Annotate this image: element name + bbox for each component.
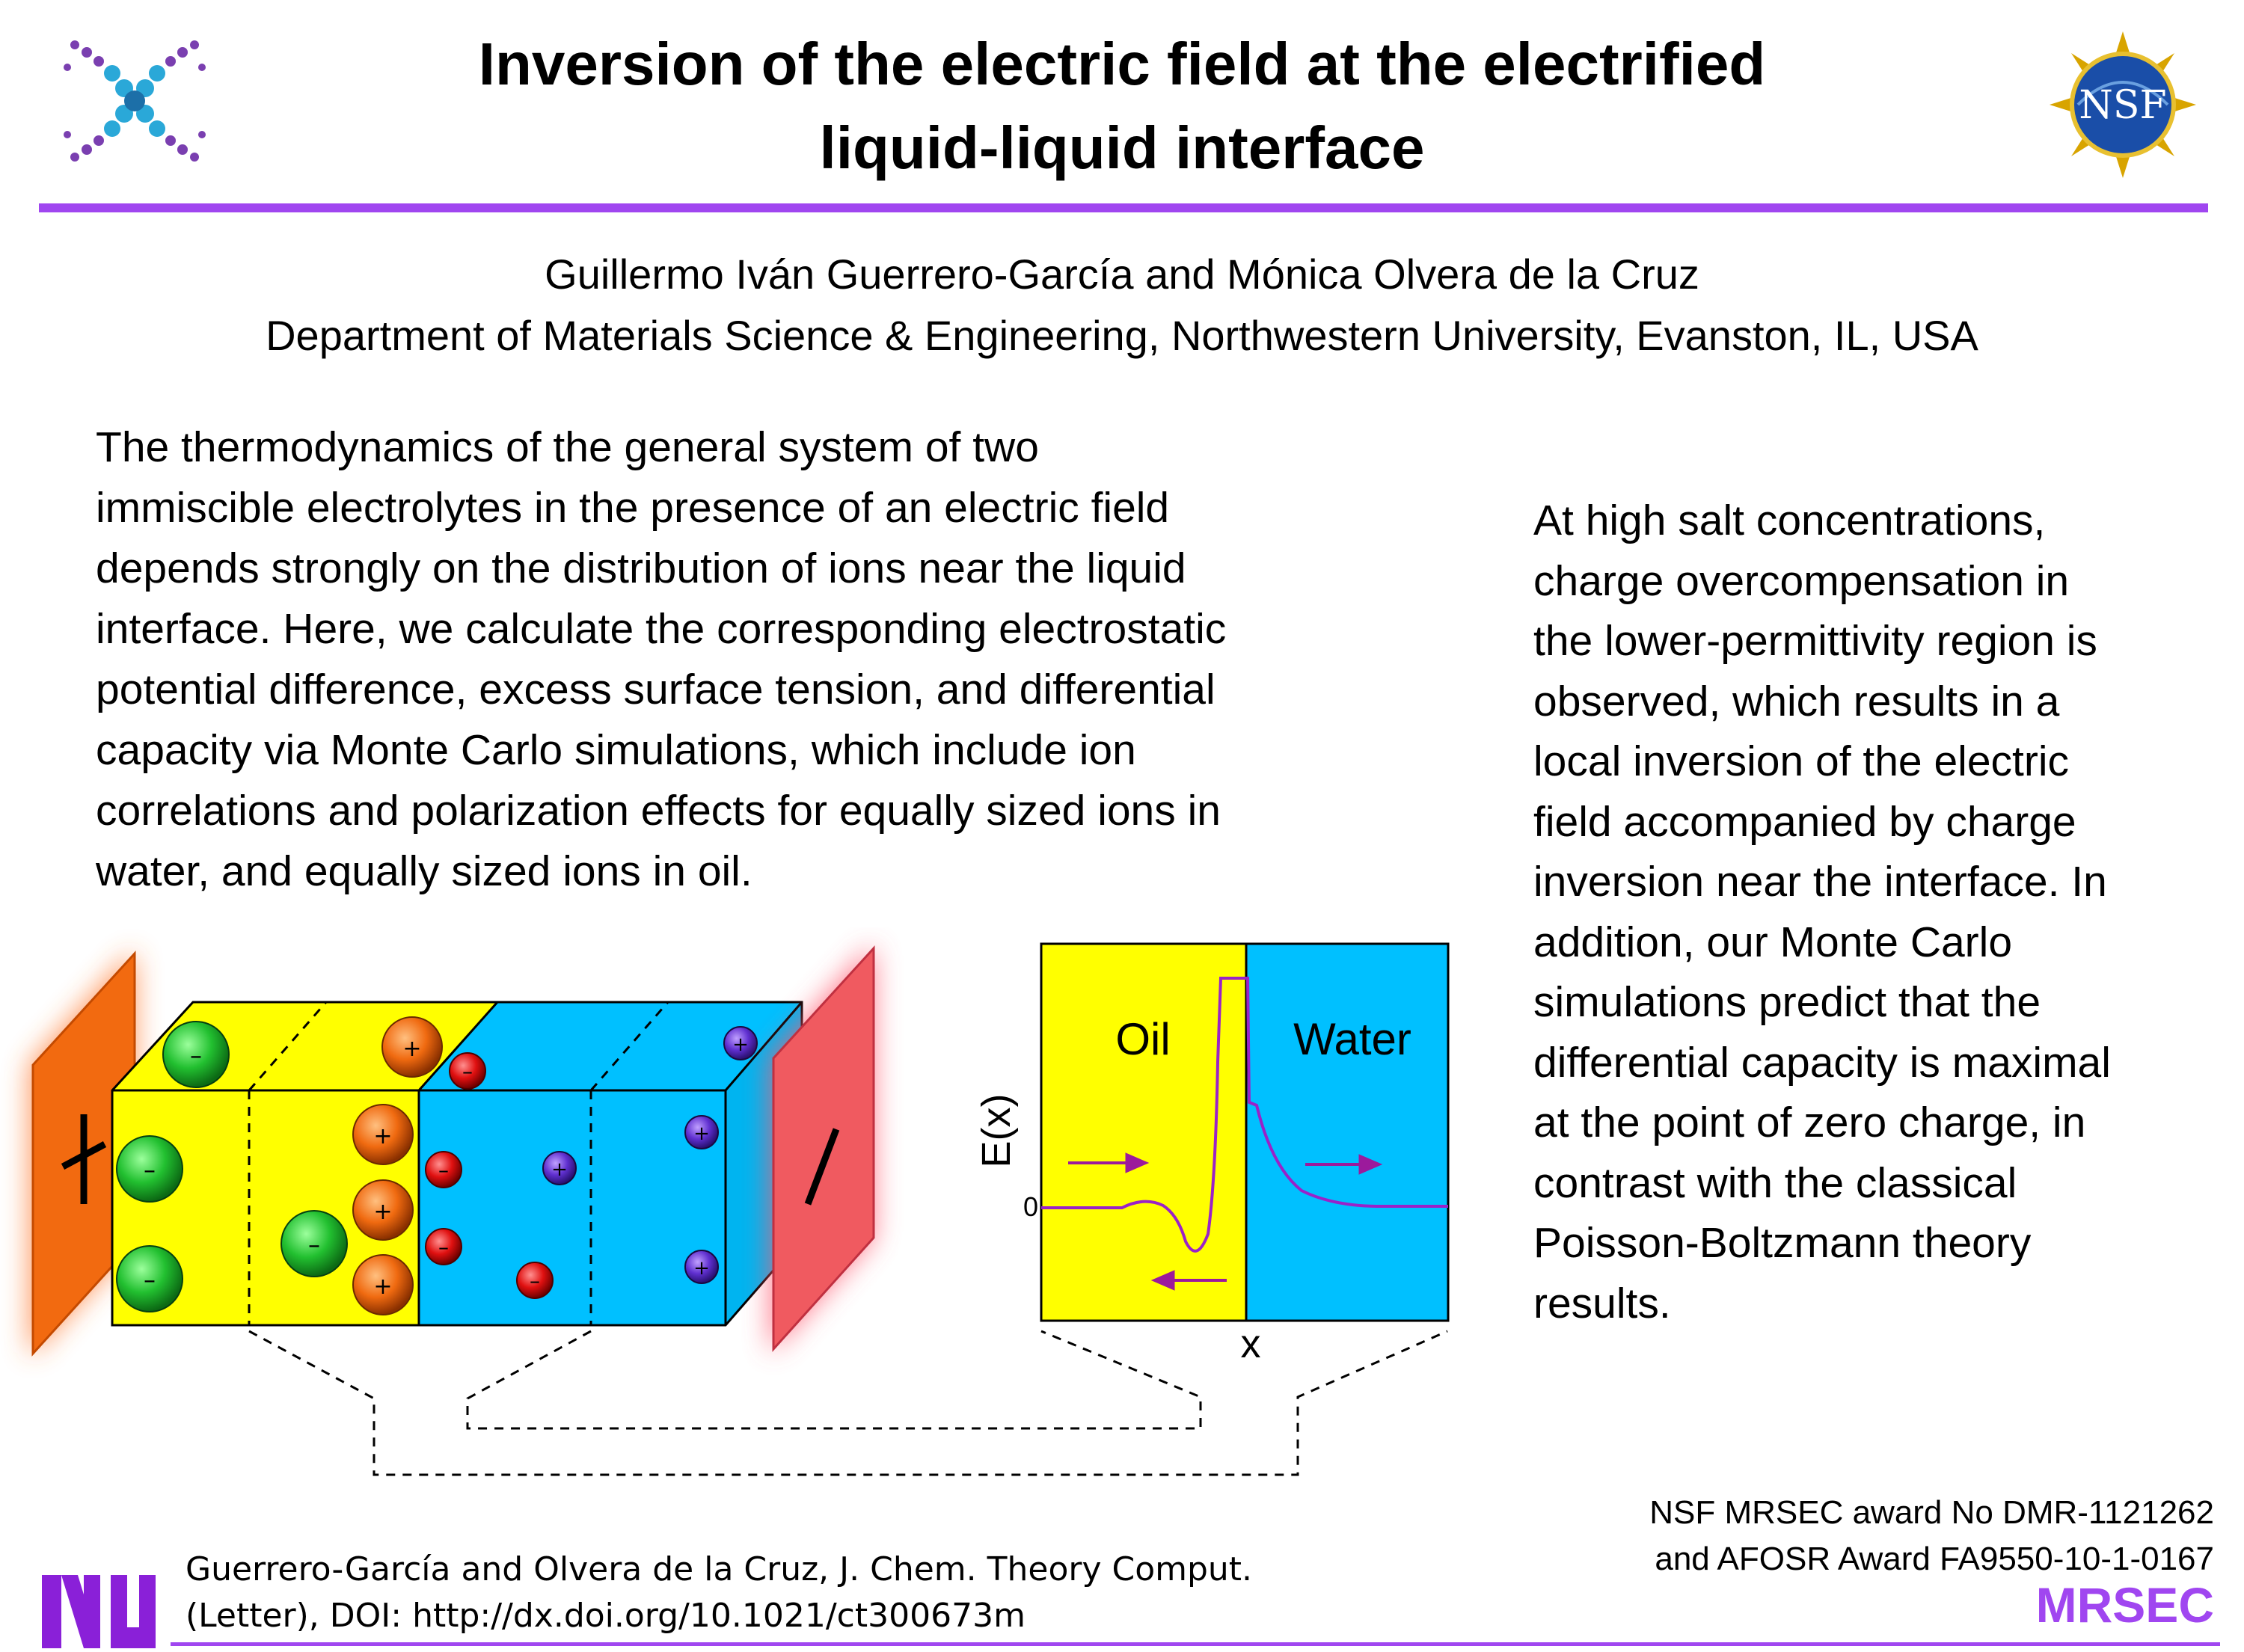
result-line: results. <box>1533 1279 1671 1327</box>
anion-oil: – <box>116 1135 183 1203</box>
cation-oil: + <box>352 1104 414 1165</box>
nsf-logo-text: NSF <box>2079 83 2166 128</box>
result-line: inversion near the interface. In <box>1533 858 2107 906</box>
abstract-line: interface. Here, we calculate the corres… <box>96 605 1227 653</box>
arrow-left-oil <box>1150 1270 1227 1291</box>
anion-oil: – <box>280 1210 348 1277</box>
footer-divider <box>171 1642 2220 1646</box>
title-line-1: Inversion of the electric field at the e… <box>478 31 1766 97</box>
funding-line-2: and AFOSR Award FA9550-10-1-0167 <box>1655 1541 2214 1577</box>
svg-text:+: + <box>373 1123 392 1149</box>
graph-oil-region <box>1041 944 1246 1321</box>
mrsec-dots-logo <box>64 40 206 162</box>
result-line: observed, which results in a <box>1533 677 2060 725</box>
x-axis-label: x <box>1241 1321 1261 1366</box>
plus-symbol-horizontal <box>61 1141 107 1170</box>
abstract-line: depends strongly on the distribution of … <box>96 544 1186 592</box>
svg-text:+: + <box>693 1257 710 1280</box>
header-divider <box>39 203 2208 212</box>
box-front-water <box>419 1090 726 1325</box>
result-line: field accompanied by charge <box>1533 797 2076 846</box>
result-line: charge overcompensation in <box>1533 556 2070 605</box>
author-affiliation: Department of Materials Science & Engine… <box>266 312 1978 359</box>
svg-text:+: + <box>732 1034 749 1056</box>
abstract-line: The thermodynamics of the general system… <box>96 423 1039 471</box>
y-axis-label: E(x) <box>974 1094 1019 1168</box>
cation-water: + <box>684 1250 719 1284</box>
northwestern-nu-logo <box>42 1575 156 1648</box>
abstract-paragraph: The thermodynamics of the general system… <box>96 417 1502 902</box>
water-label: Water <box>1293 1014 1411 1064</box>
citation-block: Guerrero-García and Olvera de la Cruz, J… <box>186 1547 1457 1639</box>
result-line: Poisson-Boltzmann theory <box>1533 1219 2032 1267</box>
svg-text:+: + <box>693 1123 710 1145</box>
result-line: At high salt concentrations, <box>1533 497 2046 544</box>
nsf-logo: NSF <box>2050 31 2196 178</box>
positive-electrode <box>30 950 136 1357</box>
svg-text:–: – <box>144 1155 156 1184</box>
zero-tick-label: 0 <box>1023 1191 1038 1222</box>
abstract-line: correlations and polarization effects fo… <box>96 787 1221 835</box>
anion-water: – <box>516 1262 554 1299</box>
result-line: local inversion of the electric <box>1533 737 2070 785</box>
negative-electrode <box>770 944 875 1354</box>
svg-text:+: + <box>373 1199 392 1225</box>
result-line: addition, our Monte Carlo <box>1533 918 2013 966</box>
authors-block: Guillermo Iván Guerrero-García and Mónic… <box>75 244 2169 366</box>
svg-text:+: + <box>373 1274 392 1300</box>
graph-water-region <box>1246 944 1448 1321</box>
svg-text:–: – <box>438 1235 449 1259</box>
svg-text:–: – <box>308 1230 320 1259</box>
anion-water: – <box>425 1228 462 1265</box>
cation-oil: + <box>381 1016 443 1078</box>
funding-block: NSF MRSEC award No DMR-1121262 and AFOSR… <box>1421 1490 2214 1582</box>
svg-text:+: + <box>551 1158 568 1181</box>
cation-water: + <box>723 1026 758 1060</box>
arrow-right-water <box>1305 1154 1383 1175</box>
anion-water: – <box>425 1151 462 1188</box>
result-line: at the point of zero charge, in <box>1533 1099 2086 1146</box>
arrow-right-oil <box>1068 1152 1150 1173</box>
interface-figure: – – – – + + + + – – – – + + + + <box>30 942 1450 1476</box>
citation-line-2[interactable]: (Letter), DOI: http://dx.doi.org/10.1021… <box>186 1597 1026 1635</box>
oil-label: Oil <box>1115 1014 1170 1064</box>
cation-water: + <box>542 1151 577 1185</box>
author-names: Guillermo Iván Guerrero-García and Mónic… <box>545 251 1699 298</box>
svg-text:–: – <box>530 1268 540 1293</box>
title-line-2: liquid-liquid interface <box>819 114 1425 181</box>
cation-water: + <box>684 1115 719 1149</box>
svg-text:+: + <box>402 1036 421 1062</box>
anion-oil: – <box>116 1245 183 1312</box>
field-curve <box>1041 977 1448 1253</box>
svg-text:–: – <box>190 1041 202 1069</box>
page-title: Inversion of the electric field at the e… <box>284 22 1960 190</box>
svg-text:–: – <box>438 1158 449 1182</box>
box-top-water <box>419 1002 802 1090</box>
result-paragraph: At high salt concentrations, charge over… <box>1533 491 2222 1333</box>
result-line: contrast with the classical <box>1533 1158 2017 1207</box>
svg-text:–: – <box>462 1059 473 1084</box>
abstract-line: immiscible electrolytes in the presence … <box>96 484 1170 532</box>
result-line: the lower-permittivity region is <box>1533 617 2097 665</box>
figure-connectors <box>248 1330 1448 1476</box>
funding-line-1: NSF MRSEC award No DMR-1121262 <box>1649 1494 2214 1531</box>
field-graph: Oil Water E(x) 0 x <box>974 942 1450 1366</box>
result-line: differential capacity is maximal <box>1533 1038 2111 1087</box>
abstract-line: capacity via Monte Carlo simulations, wh… <box>96 726 1136 774</box>
cation-oil: + <box>352 1179 414 1241</box>
abstract-line: potential difference, excess surface ten… <box>96 666 1216 713</box>
svg-text:–: – <box>144 1265 156 1294</box>
ion-layer: – – – – + + + + – – – – + + + + <box>116 1016 758 1315</box>
abstract-line: water, and equally sized ions in oil. <box>96 847 752 895</box>
citation-line-1: Guerrero-García and Olvera de la Cruz, J… <box>186 1550 1253 1588</box>
cation-oil: + <box>352 1254 414 1315</box>
anion-oil: – <box>162 1021 230 1088</box>
minus-symbol <box>804 1128 840 1206</box>
result-line: simulations predict that the <box>1533 978 2041 1026</box>
anion-water: – <box>449 1052 486 1090</box>
mrsec-label: MRSEC <box>2035 1577 2214 1633</box>
